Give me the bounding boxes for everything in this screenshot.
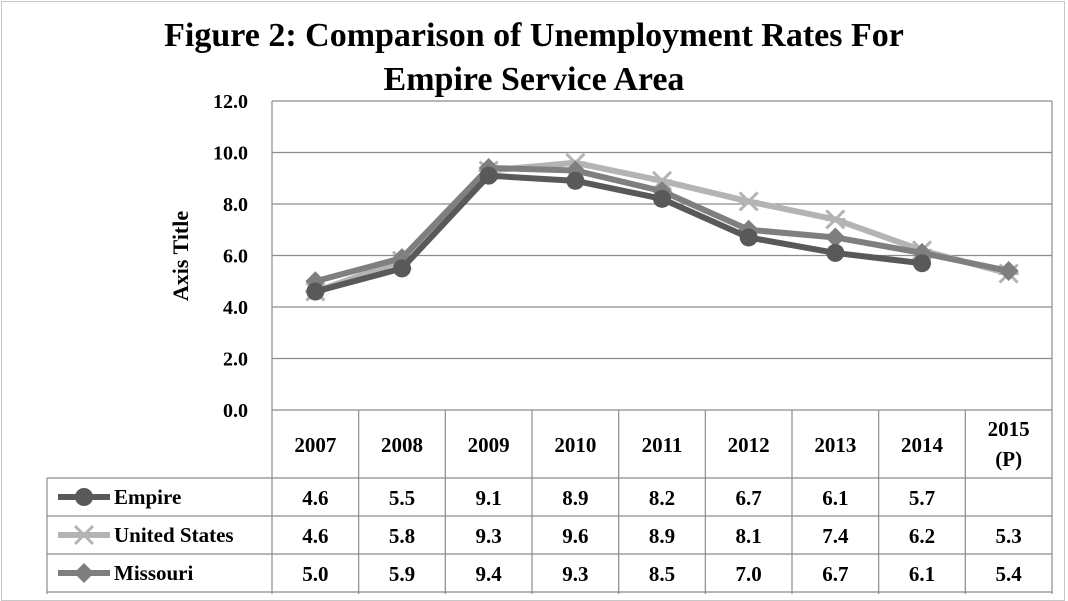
y-tick-label: 0.0 xyxy=(223,400,248,422)
data-label: 6.7 xyxy=(736,486,762,510)
data-label: 5.8 xyxy=(389,524,415,548)
data-label: 6.1 xyxy=(909,562,935,586)
y-tick-label: 2.0 xyxy=(223,349,248,371)
data-label: 5.9 xyxy=(389,562,415,586)
data-label: 5.7 xyxy=(909,486,935,510)
data-point-empire xyxy=(393,259,411,278)
legend-label-united-states: United States xyxy=(114,523,234,547)
data-label: 9.3 xyxy=(476,524,502,548)
x-tick-label: 2008 xyxy=(381,433,423,457)
data-label: 5.0 xyxy=(302,562,328,586)
data-label: 8.9 xyxy=(562,486,588,510)
data-point-united-states xyxy=(825,209,846,230)
data-point-united-states xyxy=(738,191,759,212)
x-tick-label: 2009 xyxy=(468,433,510,457)
legend-key-marker-empire xyxy=(75,488,93,506)
data-point-missouri xyxy=(825,227,846,248)
y-axis-title: Axis Title xyxy=(168,211,193,301)
legend-label-empire: Empire xyxy=(114,485,181,509)
y-tick-label: 12.0 xyxy=(213,91,248,113)
data-label: 7.0 xyxy=(736,562,762,586)
y-tick-label: 8.0 xyxy=(223,194,248,216)
x-tick-label: 2011 xyxy=(642,433,683,457)
x-tick-label: (P) xyxy=(995,447,1022,471)
legend-label-missouri: Missouri xyxy=(114,561,194,585)
data-point-empire xyxy=(566,171,585,190)
data-label: 4.6 xyxy=(302,524,328,548)
chart-title-line-1: Figure 2: Comparison of Unemployment Rat… xyxy=(164,17,904,54)
data-label: 9.6 xyxy=(562,524,588,548)
data-point-empire xyxy=(739,228,758,247)
data-label: 8.1 xyxy=(736,524,762,548)
x-tick-label: 2013 xyxy=(814,433,856,457)
data-point-empire xyxy=(306,282,325,301)
data-label: 4.6 xyxy=(302,486,328,510)
data-label: 7.4 xyxy=(822,524,849,548)
data-point-empire xyxy=(653,189,671,208)
data-point-empire xyxy=(913,254,931,273)
data-label: 5.5 xyxy=(389,486,415,510)
legend-key-marker-missouri xyxy=(74,563,94,583)
data-label: 6.1 xyxy=(822,486,848,510)
legend-key-marker-united-states xyxy=(73,524,95,546)
data-label: 8.5 xyxy=(649,562,675,586)
data-label: 5.3 xyxy=(996,524,1022,548)
data-label: 6.2 xyxy=(909,524,935,548)
series-line-empire xyxy=(314,172,923,295)
data-label: 9.1 xyxy=(476,486,502,510)
data-point-missouri xyxy=(998,260,1019,281)
chart-title-line-2: Empire Service Area xyxy=(383,61,685,98)
x-tick-label: 2014 xyxy=(901,433,944,457)
data-label: 5.4 xyxy=(996,562,1023,586)
data-point-empire xyxy=(826,243,845,262)
x-tick-label: 2007 xyxy=(294,433,336,457)
y-tick-label: 10.0 xyxy=(213,143,248,165)
data-point-empire xyxy=(479,166,498,185)
x-tick-label: 2012 xyxy=(728,433,770,457)
data-label: 6.7 xyxy=(822,562,848,586)
data-label: 9.3 xyxy=(562,562,588,586)
data-label: 8.2 xyxy=(649,486,675,510)
data-label: 9.4 xyxy=(476,562,503,586)
y-tick-label: 6.0 xyxy=(223,246,248,268)
data-label: 8.9 xyxy=(649,524,675,548)
y-tick-label: 4.0 xyxy=(223,297,248,319)
x-tick-label: 2015 xyxy=(988,417,1030,441)
x-tick-label: 2010 xyxy=(554,433,596,457)
